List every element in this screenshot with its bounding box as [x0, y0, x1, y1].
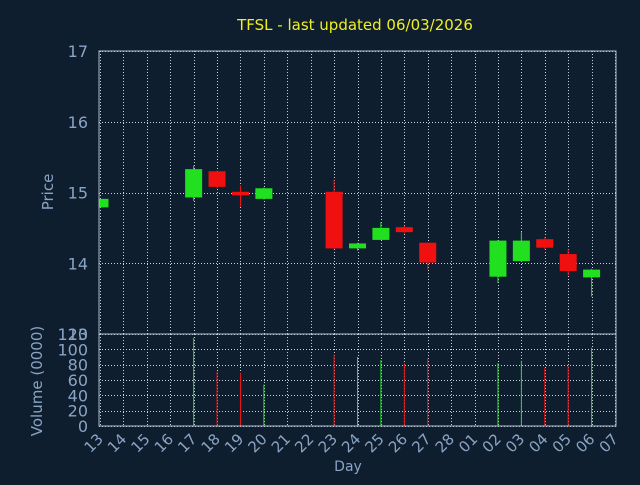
volume-tick-label: 60: [68, 371, 88, 390]
volume-tick-label: 80: [68, 356, 88, 375]
price-candles: [99, 165, 601, 297]
candle-body: [419, 242, 437, 263]
volume-tick-label: 40: [68, 386, 88, 405]
candle-body: [536, 239, 554, 248]
candle-body: [349, 243, 366, 249]
volume-axis-label: Volume (0000): [28, 326, 46, 436]
candle-body: [372, 227, 390, 240]
price-tick-label: 13: [68, 325, 88, 344]
price-tick-label: 16: [68, 113, 88, 132]
candle-body: [100, 198, 109, 208]
volume-tick-label: 20: [68, 402, 88, 421]
candle-body: [231, 191, 249, 196]
candle-body: [583, 269, 601, 278]
candle-body: [185, 169, 203, 198]
candle-body: [559, 254, 577, 272]
chart-title: TFSL - last updated 06/03/2026: [236, 16, 473, 34]
volume-tick-label: 120: [57, 325, 88, 344]
candle-body: [255, 188, 273, 199]
price-tick-label: 15: [68, 184, 88, 203]
volume-bars: [193, 337, 593, 426]
price-tick-label: 17: [68, 42, 88, 61]
volume-panel-frame: [98, 333, 617, 427]
volume-tick-label: 0: [78, 417, 88, 436]
candle-body: [489, 240, 507, 277]
candle-body: [208, 171, 226, 187]
price-tick-label: 14: [68, 254, 88, 273]
candle-body: [325, 191, 343, 249]
price-axis-label: Price: [39, 174, 57, 211]
volume-tick-label: 100: [57, 340, 88, 359]
candle-body: [395, 227, 413, 233]
day-axis-label: Day: [334, 459, 362, 475]
candle-body: [512, 240, 530, 262]
